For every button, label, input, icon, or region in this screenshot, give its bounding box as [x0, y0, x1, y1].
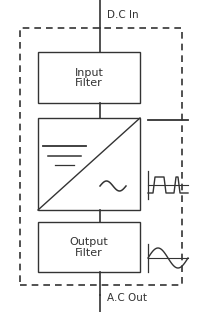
- Text: Output: Output: [70, 237, 108, 247]
- Bar: [38, 222, 140, 272]
- Text: D.C In: D.C In: [107, 10, 139, 20]
- Bar: [38, 52, 140, 103]
- Bar: [20, 28, 182, 285]
- Text: Filter: Filter: [75, 79, 103, 89]
- Text: A.C Out: A.C Out: [107, 293, 147, 303]
- Text: Filter: Filter: [75, 248, 103, 258]
- Text: Input: Input: [75, 67, 103, 77]
- Bar: [38, 118, 140, 210]
